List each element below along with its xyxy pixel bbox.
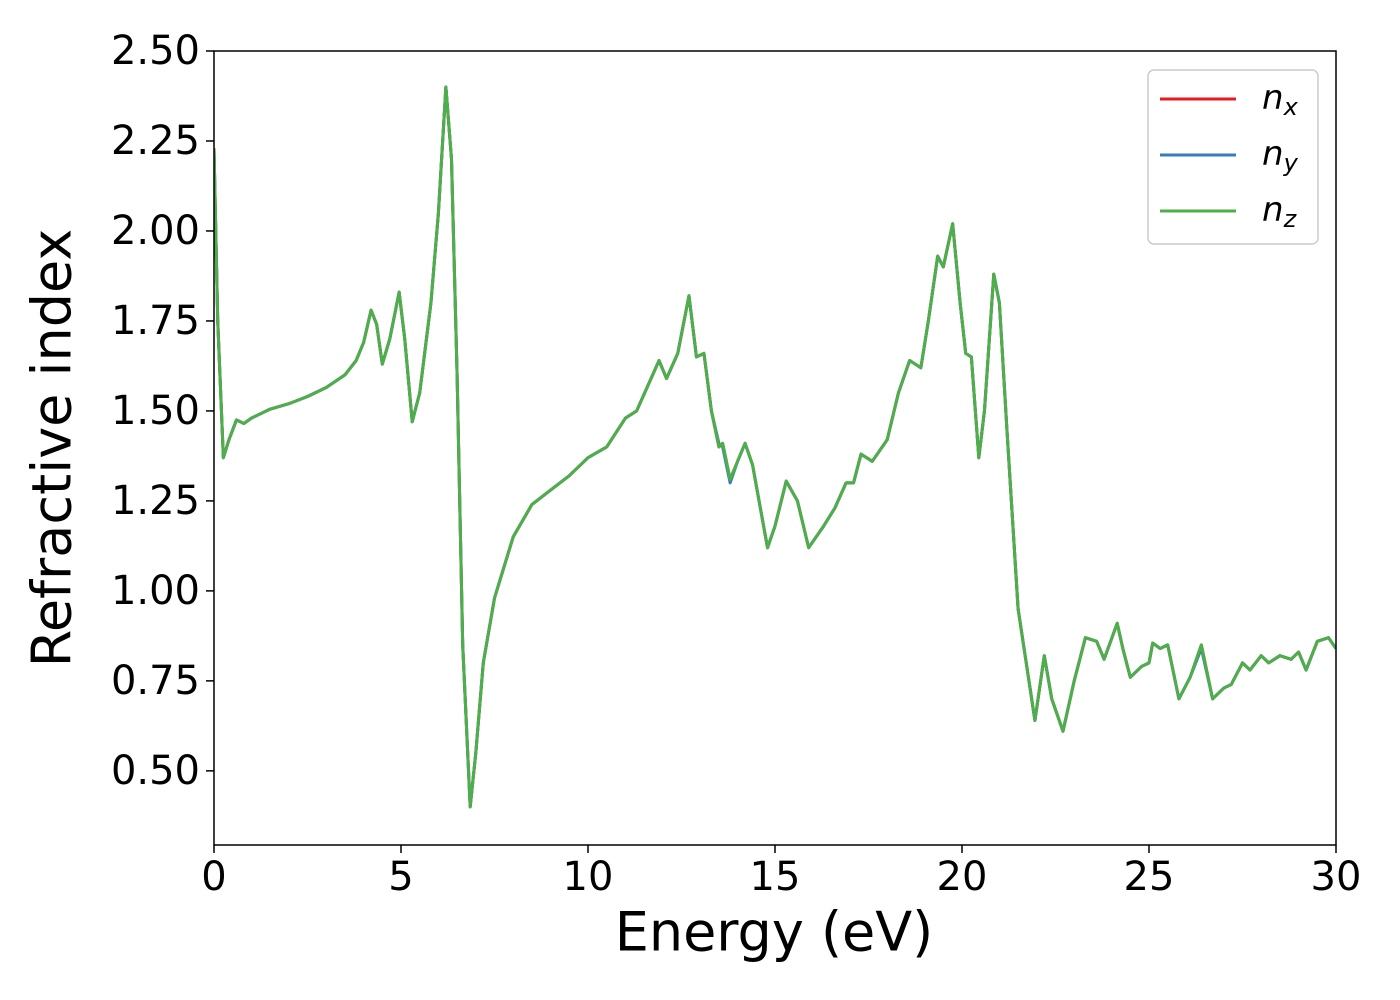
x-axis-label: Energy (eV) (615, 901, 934, 964)
y-tick-label: 2.00 (111, 208, 200, 254)
x-tick-label: 10 (563, 854, 614, 900)
y-tick-label: 0.50 (111, 748, 200, 794)
y-tick-label: 1.75 (111, 298, 200, 344)
legend-label: nz (1262, 190, 1298, 234)
x-tick-label: 15 (750, 854, 801, 900)
y-tick-label: 1.25 (111, 478, 200, 524)
legend-label: ny (1262, 134, 1299, 178)
x-tick-label: 5 (388, 854, 413, 900)
x-tick-label: 25 (1124, 854, 1175, 900)
legend-box (1147, 69, 1319, 245)
plot-frame (213, 50, 1337, 846)
legend-label: nx (1262, 78, 1299, 122)
line-series (214, 85, 1336, 809)
y-tick-label: 2.50 (111, 28, 200, 74)
x-tick-label: 20 (937, 854, 988, 900)
y-tick-label: 2.25 (111, 118, 200, 164)
y-axis-label: Refractive index (21, 229, 84, 668)
x-tick-label: 30 (1311, 854, 1362, 900)
y-tick-label: 1.00 (111, 568, 200, 614)
y-tick-label: 1.50 (111, 388, 200, 434)
y-tick-label: 0.75 (111, 658, 200, 704)
x-tick-label: 0 (201, 854, 226, 900)
